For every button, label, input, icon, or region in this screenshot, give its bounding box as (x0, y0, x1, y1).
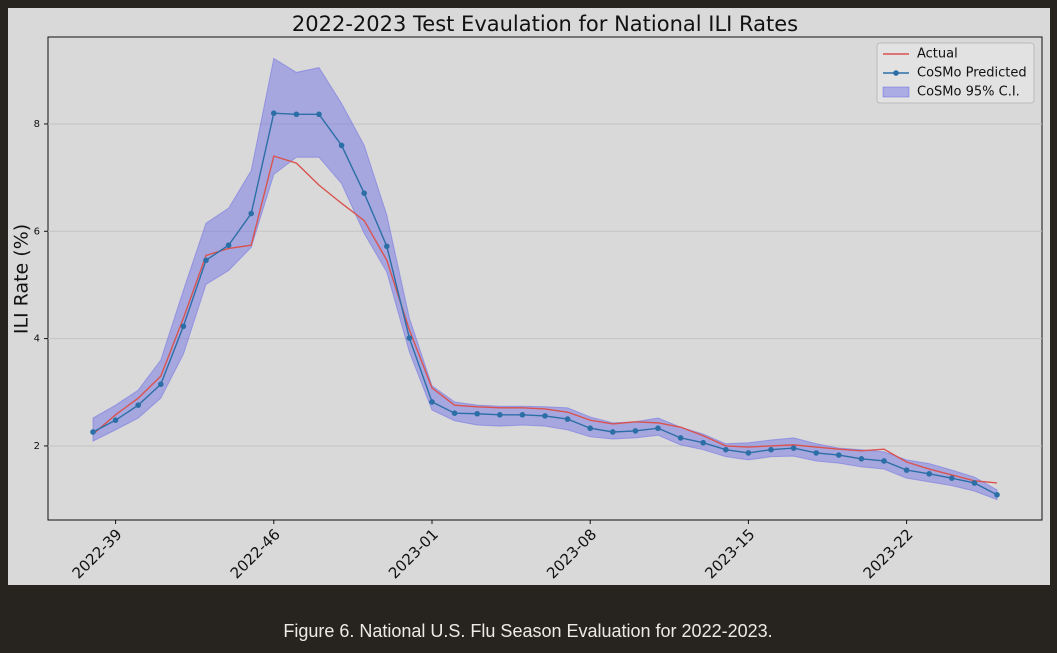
data-point (949, 475, 955, 481)
data-point (971, 480, 978, 486)
y-tick-label: 4 (34, 334, 40, 345)
legend-label: CoSMo Predicted (917, 66, 1027, 81)
legend-swatch (882, 86, 910, 98)
data-point (180, 323, 187, 330)
data-point (677, 435, 684, 441)
series-line (92, 155, 998, 484)
y-tick-label: 2 (34, 441, 40, 452)
data-point (723, 446, 729, 453)
data-point (813, 450, 819, 456)
confidence-band (92, 57, 998, 501)
data-point (745, 450, 752, 456)
data-point (768, 446, 774, 453)
data-point (293, 111, 300, 118)
data-point (542, 413, 548, 419)
data-point (700, 439, 706, 446)
data-point (271, 110, 277, 117)
legend-box (876, 42, 1035, 104)
data-point (610, 429, 616, 435)
y-axis-label: ILI Rate (%) (11, 224, 33, 334)
y-tick-label: 6 (34, 226, 40, 237)
chart-title: 2022-2023 Test Evaulation for National I… (292, 12, 798, 36)
data-point (316, 111, 322, 118)
data-point (135, 402, 141, 408)
data-point (564, 416, 571, 422)
data-point (655, 425, 661, 432)
data-point (248, 210, 254, 217)
data-point (451, 410, 458, 417)
data-point (903, 467, 910, 473)
data-point (519, 412, 526, 418)
legend-label: CoSMo 95% C.I. (917, 85, 1020, 100)
data-point (587, 425, 593, 432)
plot-area (47, 36, 1043, 521)
data-point (881, 458, 887, 464)
legend-label: Actual (917, 47, 958, 62)
data-point (158, 381, 164, 388)
data-point (429, 399, 435, 405)
data-point (790, 445, 797, 451)
data-point (361, 190, 368, 196)
data-point (994, 491, 1000, 498)
data-point (632, 428, 639, 434)
data-point (858, 456, 865, 462)
data-point (90, 429, 96, 435)
data-point (225, 242, 232, 249)
legend-marker (893, 70, 899, 76)
y-tick-label: 8 (34, 119, 40, 130)
figure-caption: Figure 6. National U.S. Flu Season Evalu… (283, 621, 772, 641)
data-point (497, 412, 503, 418)
data-point (836, 452, 842, 458)
data-point (926, 471, 932, 477)
data-point (384, 243, 390, 250)
data-point (406, 335, 413, 341)
data-point (338, 142, 345, 149)
data-point (112, 417, 119, 423)
data-point (474, 410, 481, 417)
data-point (203, 257, 209, 264)
